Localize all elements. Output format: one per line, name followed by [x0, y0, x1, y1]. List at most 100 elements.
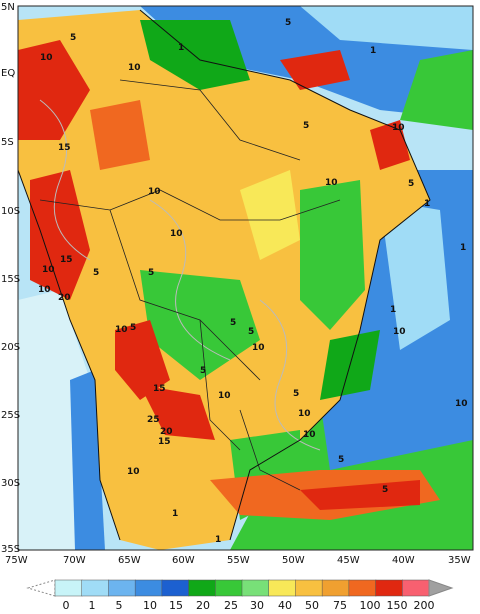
lat-tick-label: 5N — [1, 2, 15, 13]
contour-label: 10 — [298, 409, 311, 419]
legend-right-arrow — [428, 579, 454, 597]
lat-tick-label: 20S — [1, 342, 20, 353]
contour-label: 10 — [128, 63, 141, 73]
contour-label: 1 — [370, 46, 376, 56]
central-green-patch — [140, 270, 260, 380]
contour-label: 10 — [42, 265, 55, 275]
contour-label: 5 — [293, 389, 299, 399]
contour-label: 1 — [178, 43, 184, 53]
contour-label: 1 — [172, 509, 178, 519]
lat-tick-label: 5S — [1, 137, 14, 148]
contour-label: 15 — [60, 255, 73, 265]
contour-label: 5 — [70, 33, 76, 43]
lat-tick-label: EQ — [1, 68, 15, 79]
pacific-coastline — [18, 169, 121, 541]
contour-label: 15 — [58, 143, 71, 153]
contour-label: 1 — [460, 243, 466, 253]
contour-label: 5 — [130, 323, 136, 333]
north-atlantic-green — [400, 50, 473, 130]
lat-tick-label: 35S — [1, 544, 20, 555]
contour-label: 5 — [230, 318, 236, 328]
contour-label: 5 — [303, 121, 309, 131]
contour-labels: 5 10 1 5 10 15 10 5 10 1 5 10 15 10 20 5… — [38, 18, 468, 545]
contour-label: 5 — [338, 455, 344, 465]
contour-label: 5 — [148, 268, 154, 278]
lon-tick-label: 45W — [337, 555, 360, 566]
latitude-axis: 5N EQ 5S 10S 15S 20S 25S 30S 35S — [1, 2, 20, 555]
lon-tick-label: 55W — [227, 555, 250, 566]
contour-label: 10 — [392, 123, 405, 133]
east-green-patch — [300, 180, 365, 330]
contour-label: 10 — [170, 229, 183, 239]
contour-label: 10 — [38, 285, 51, 295]
contour-label: 5 — [408, 179, 414, 189]
lon-tick-label: 65W — [118, 555, 141, 566]
contour-label: 5 — [200, 366, 206, 376]
contour-label: 5 — [285, 18, 291, 28]
atlantic-east-lightblue — [380, 200, 450, 350]
contour-label: 10 — [325, 178, 338, 188]
contour-label: 1 — [390, 305, 396, 315]
legend-swatches — [54, 579, 430, 597]
legend-swatch — [268, 579, 297, 597]
legend-tick-label: 5 — [116, 599, 123, 612]
longitude-axis: 75W 70W 65W 60W 55W 50W 45W 40W 35W — [5, 555, 471, 566]
legend-swatch — [348, 579, 377, 597]
lat-tick-label: 15S — [1, 274, 20, 285]
lat-tick-label: 30S — [1, 478, 20, 489]
country-border — [239, 409, 301, 491]
lon-tick-label: 60W — [172, 555, 195, 566]
contour-label: 10 — [218, 391, 231, 401]
legend-swatch — [161, 579, 190, 597]
contour-label: 10 — [455, 399, 468, 409]
legend-swatch — [108, 579, 136, 597]
contour-label: 5 — [382, 485, 388, 495]
north-coast-red-zone — [280, 50, 350, 90]
legend-swatch — [81, 579, 110, 597]
north-atlantic-lightblue — [300, 6, 473, 50]
legend-tick-label: 10 — [143, 599, 157, 612]
map-panel — [18, 6, 473, 550]
map-border — [17, 5, 474, 551]
contour-label: 10 — [40, 53, 53, 63]
lon-tick-label: 75W — [5, 555, 28, 566]
lon-tick-label: 70W — [63, 555, 86, 566]
legend-swatch — [321, 579, 350, 597]
contour-label: 1 — [215, 535, 221, 545]
legend-tick-label: 40 — [278, 599, 292, 612]
legend-tick-label: 25 — [224, 599, 238, 612]
legend-swatch — [134, 579, 163, 597]
legend-tick-label: 200 — [414, 599, 435, 612]
west-red-zone — [30, 170, 90, 300]
legend-swatch — [215, 579, 243, 597]
contour-line — [39, 99, 91, 261]
legend-tick-label: 0 — [63, 599, 70, 612]
legend-swatch — [54, 579, 83, 597]
legend-swatch — [375, 579, 404, 597]
contour-line — [149, 199, 231, 361]
central-yellow-patch — [240, 170, 300, 260]
lat-tick-label: 10S — [1, 206, 20, 217]
paraguay-red-zone — [140, 385, 215, 440]
legend-tick-label: 1 — [89, 599, 96, 612]
contour-label: 10 — [303, 430, 316, 440]
contour-label: 25 — [147, 415, 160, 425]
legend-tick-label: 15 — [169, 599, 183, 612]
legend-swatch — [402, 579, 430, 597]
legend-labels: 0 1 5 10 15 20 25 30 40 50 75 100 150 20… — [63, 599, 435, 612]
northeast-red-zone — [370, 120, 410, 170]
legend-left-arrow — [26, 579, 56, 597]
bolivia-red-zone — [115, 320, 170, 400]
country-border — [39, 189, 341, 221]
contour-label: 15 — [158, 437, 171, 447]
legend-tick-label: 30 — [250, 599, 264, 612]
contour-line — [259, 299, 321, 451]
legend-swatch — [188, 579, 217, 597]
lon-tick-label: 40W — [392, 555, 415, 566]
lat-tick-label: 25S — [1, 410, 20, 421]
legend-tick-label: 20 — [196, 599, 210, 612]
contour-label: 10 — [115, 325, 128, 335]
contour-label: 10 — [127, 467, 140, 477]
south-atlantic-red-band — [300, 480, 420, 510]
